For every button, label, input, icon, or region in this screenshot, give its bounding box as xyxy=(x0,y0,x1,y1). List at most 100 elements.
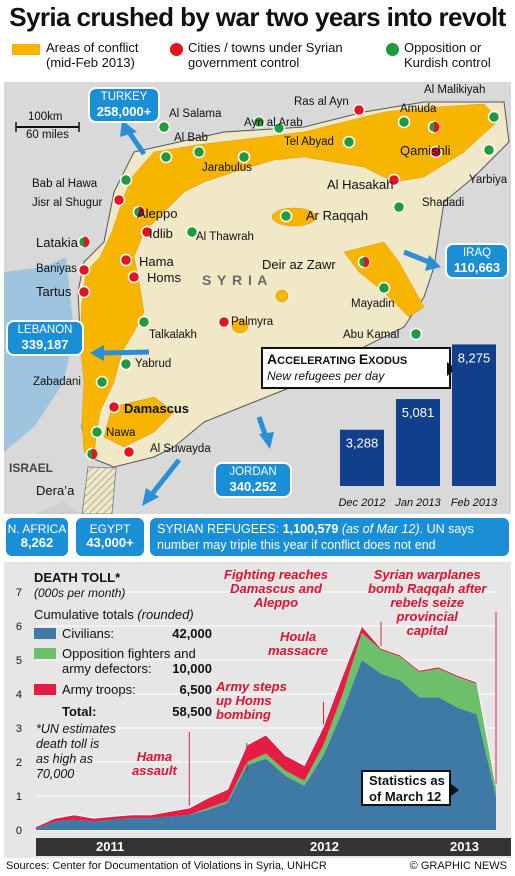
place-tartus: Tartus xyxy=(36,284,72,299)
city-marker-3 xyxy=(252,115,266,129)
place-idlib: Idlib xyxy=(149,226,173,241)
total-label: Total: xyxy=(62,704,97,719)
refugee-box-jordan: JORDAN 340,252 xyxy=(216,464,290,496)
arrow-iraq xyxy=(403,249,430,265)
refugee-total-line: SYRIAN REFUGEES: 1,100,579 (as of Mar 12… xyxy=(157,522,474,536)
arrow-egypt xyxy=(150,458,181,496)
refugee-strip: N. AFRICA 8,262 EGYPT 43,000+ SYRIAN REF… xyxy=(4,514,511,560)
exodus-bar-chart: 3,288 Dec 2012 5,081 Jan 2013 8,275 Feb 2013 xyxy=(338,344,498,509)
city-marker-35 xyxy=(122,445,136,459)
annotation-fighting: Fighting reaches Damascus and Aleppo xyxy=(224,567,329,610)
place-jisr: Jisr al Shugur xyxy=(32,197,103,209)
city-marker-20 xyxy=(279,209,293,223)
place-baniyas: Baniyas xyxy=(36,263,77,275)
place-ras-al-ayn: Ras al Ayn xyxy=(294,96,349,108)
place-yarbiya: Yarbiya xyxy=(469,174,508,186)
death-unit: (000s per month) xyxy=(34,586,126,600)
legend-conflict-label: Areas of conflict xyxy=(46,40,139,55)
city-marker-19 xyxy=(77,235,91,249)
city-marker-31 xyxy=(119,357,133,371)
page-title: Syria crushed by war two years into revo… xyxy=(9,2,506,32)
city-marker-25 xyxy=(77,285,91,299)
exodus-subtitle: New refugees per day xyxy=(267,369,385,383)
place-abu-kamal: Abu Kamal xyxy=(343,329,400,341)
city-marker-17 xyxy=(387,173,401,187)
city-marker-5 xyxy=(352,103,366,117)
death-legend: Civilians: 42,000 Opposition fighters an… xyxy=(34,626,212,724)
troops-label: Army troops: xyxy=(62,682,136,697)
n-africa-value: 8,262 xyxy=(20,535,54,550)
jordan-value: 340,252 xyxy=(229,479,277,494)
turkey-value: 258,000+ xyxy=(96,104,152,119)
place-al-malikiyah: Al Malikiyah xyxy=(424,84,486,96)
jordan-label: JORDAN xyxy=(229,466,277,478)
exodus-category-1: Jan 2013 xyxy=(394,497,441,509)
city-marker-22 xyxy=(119,253,133,267)
place-amuda: Amuda xyxy=(400,103,437,115)
death-title: DEATH TOLL* xyxy=(34,570,121,585)
city-marker-1 xyxy=(159,150,173,164)
legend-total: Total: 58,500 xyxy=(34,704,212,724)
city-marker-32 xyxy=(95,375,109,389)
area-top-outline xyxy=(35,625,497,828)
troops-value: 6,500 xyxy=(179,682,212,697)
exodus-category-0: Dec 2012 xyxy=(338,497,385,509)
city-marker-6 xyxy=(397,115,411,129)
arrow-jordan-head xyxy=(259,432,274,449)
golan-area xyxy=(81,466,117,514)
place-al-thawrah: Al Thawrah xyxy=(196,231,254,243)
year-2013: 2013 xyxy=(450,839,479,854)
y-tick-1: 1 xyxy=(16,791,22,803)
footer-credit: © GRAPHIC NEWS xyxy=(409,860,507,872)
fighters-swatch xyxy=(34,648,56,659)
place-zabadani: Zabadani xyxy=(33,376,81,388)
lebanon-value: 339,187 xyxy=(21,337,69,352)
y-tick-0: 0 xyxy=(16,825,22,837)
place-shadadi: Shadadi xyxy=(422,197,465,209)
place-al-salama: Al Salama xyxy=(169,108,222,120)
scale-bar xyxy=(15,122,80,132)
place-al-bab: Al Bab xyxy=(174,132,208,144)
exodus-pointer xyxy=(447,362,456,376)
place-damascus: Damascus xyxy=(124,401,190,416)
y-tick-7: 7 xyxy=(16,587,22,599)
place-qamishli: Qamishli xyxy=(400,143,451,158)
place-hama: Hama xyxy=(139,254,174,269)
death-footnote: *UN estimates death toll is as high as 7… xyxy=(36,722,116,781)
scale-mi: 60 miles xyxy=(26,129,69,141)
footer-sources: Sources: Center for Documentation of Vio… xyxy=(6,860,327,872)
arrow-turkey xyxy=(126,130,147,156)
civilians-swatch xyxy=(34,628,56,639)
place-nawa: Nawa xyxy=(106,427,136,439)
city-marker-13 xyxy=(119,173,133,187)
label-israel: ISRAEL xyxy=(9,461,54,475)
y-tick-2: 2 xyxy=(16,757,22,769)
place-yabrud: Yabrud xyxy=(135,358,172,370)
city-marker-14 xyxy=(112,193,126,207)
exodus-value-1: 5,081 xyxy=(402,405,435,420)
city-marker-26 xyxy=(127,270,141,284)
arrow-egypt-head xyxy=(142,488,159,506)
iraq-label: IRAQ xyxy=(462,247,492,259)
city-marker-18 xyxy=(392,200,406,214)
y-tick-5: 5 xyxy=(16,655,22,667)
fighters-label: Opposition fighters and xyxy=(62,646,196,661)
year-2011: 2011 xyxy=(96,839,125,854)
annotation-hama: Hama assault xyxy=(132,749,177,778)
footer: Sources: Center for Documentation of Vio… xyxy=(6,858,509,874)
place-tel-abyad: Tel Abyad xyxy=(284,136,334,148)
place-ayn-al-arab: Ayn al Arab xyxy=(244,117,303,129)
city-marker-36 xyxy=(85,447,99,461)
lebanon-label: LEBANON xyxy=(17,324,73,336)
city-marker-15 xyxy=(132,205,146,219)
arrow-lebanon xyxy=(103,349,150,356)
place-deir: Deir az Zawr xyxy=(262,257,336,272)
city-marker-16 xyxy=(140,225,154,239)
refugee-total-box: SYRIAN REFUGEES: 1,100,579 (as of Mar 12… xyxy=(150,518,509,556)
place-latakia: Latakia xyxy=(36,235,78,250)
civilians-value: 42,000 xyxy=(172,626,212,641)
place-aleppo: Aleppo xyxy=(137,206,178,221)
syria-territory xyxy=(77,101,510,468)
exodus-bar-0 xyxy=(340,429,384,486)
legend-fighters: Opposition fighters and army defectors: … xyxy=(34,646,212,682)
